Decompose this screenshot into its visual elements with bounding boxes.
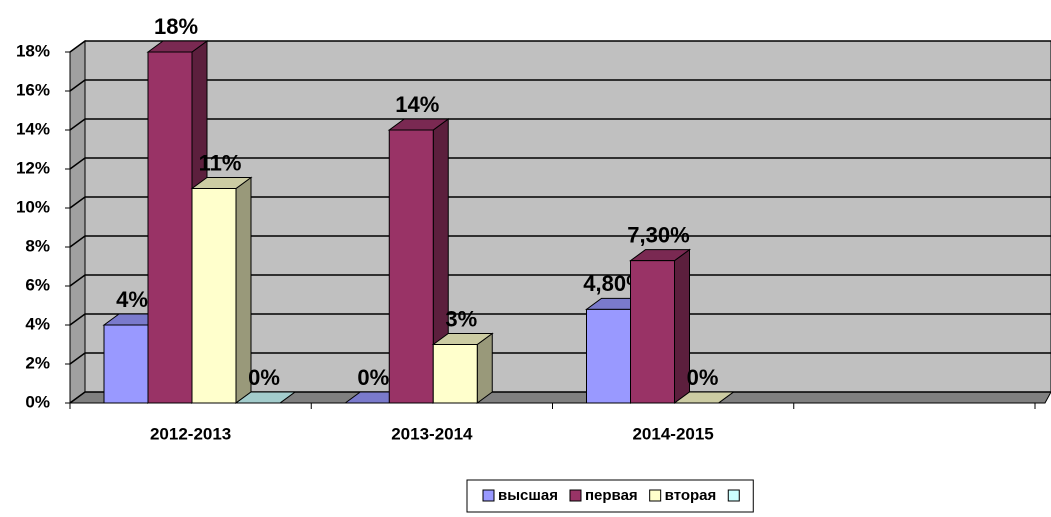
y-tick-label: 18% [16,41,50,60]
y-tick-label: 10% [16,197,50,216]
bar [388,129,434,404]
bar-group [190,176,253,404]
legend-swatch [649,489,662,502]
grid-line [69,352,1051,365]
bar-group [431,332,494,404]
data-label: 0% [687,365,719,390]
legend-swatch [569,489,582,502]
y-tick-label: 2% [25,353,50,372]
data-label: 0% [248,365,280,390]
grid-line [69,235,1051,248]
legend: высшая первая вторая [466,479,754,513]
bar-side [476,332,493,404]
x-tick-label: 2012-2013 [150,424,231,443]
y-tick-label: 8% [25,236,50,255]
bar-group [628,248,692,404]
bar [630,260,675,404]
bar [191,188,237,404]
grid-line [69,196,1051,209]
grid-line [69,274,1051,287]
data-label: 7,30% [627,222,689,247]
data-label: 11% [199,150,242,175]
grid-line [69,40,1051,53]
bar [432,344,478,404]
legend-label: высшая [498,487,558,504]
legend-swatch [727,489,740,502]
bar-group [146,40,209,404]
bar [586,308,631,404]
side-wall [69,40,86,404]
legend-label: вторая [665,487,717,504]
legend-swatch [482,489,495,502]
data-label: 0% [357,365,389,390]
grid-line [69,157,1051,170]
legend-label: первая [585,487,638,504]
y-tick-label: 6% [25,275,50,294]
data-label: 4% [116,287,148,312]
data-label: 14% [395,92,439,117]
data-label: 3% [445,306,477,331]
grid-line [69,118,1051,131]
y-tick-label: 4% [25,314,50,333]
grid-line [69,313,1051,326]
x-tick-label: 2014-2015 [632,424,713,443]
bar-top [234,391,297,404]
x-tick-label: 2013-2014 [391,424,473,443]
y-tick-label: 16% [16,80,50,99]
bar [147,51,193,404]
bar-group [234,391,297,404]
y-tick-label: 14% [16,119,50,138]
bar-group [672,391,736,404]
y-tick-label: 0% [25,392,50,411]
data-label: 18% [154,14,198,39]
bar-group [387,118,450,404]
bar-top [672,391,736,404]
legend-box [466,479,754,513]
bar [103,324,149,404]
y-tick-label: 12% [16,158,50,177]
grid-line [69,79,1051,92]
